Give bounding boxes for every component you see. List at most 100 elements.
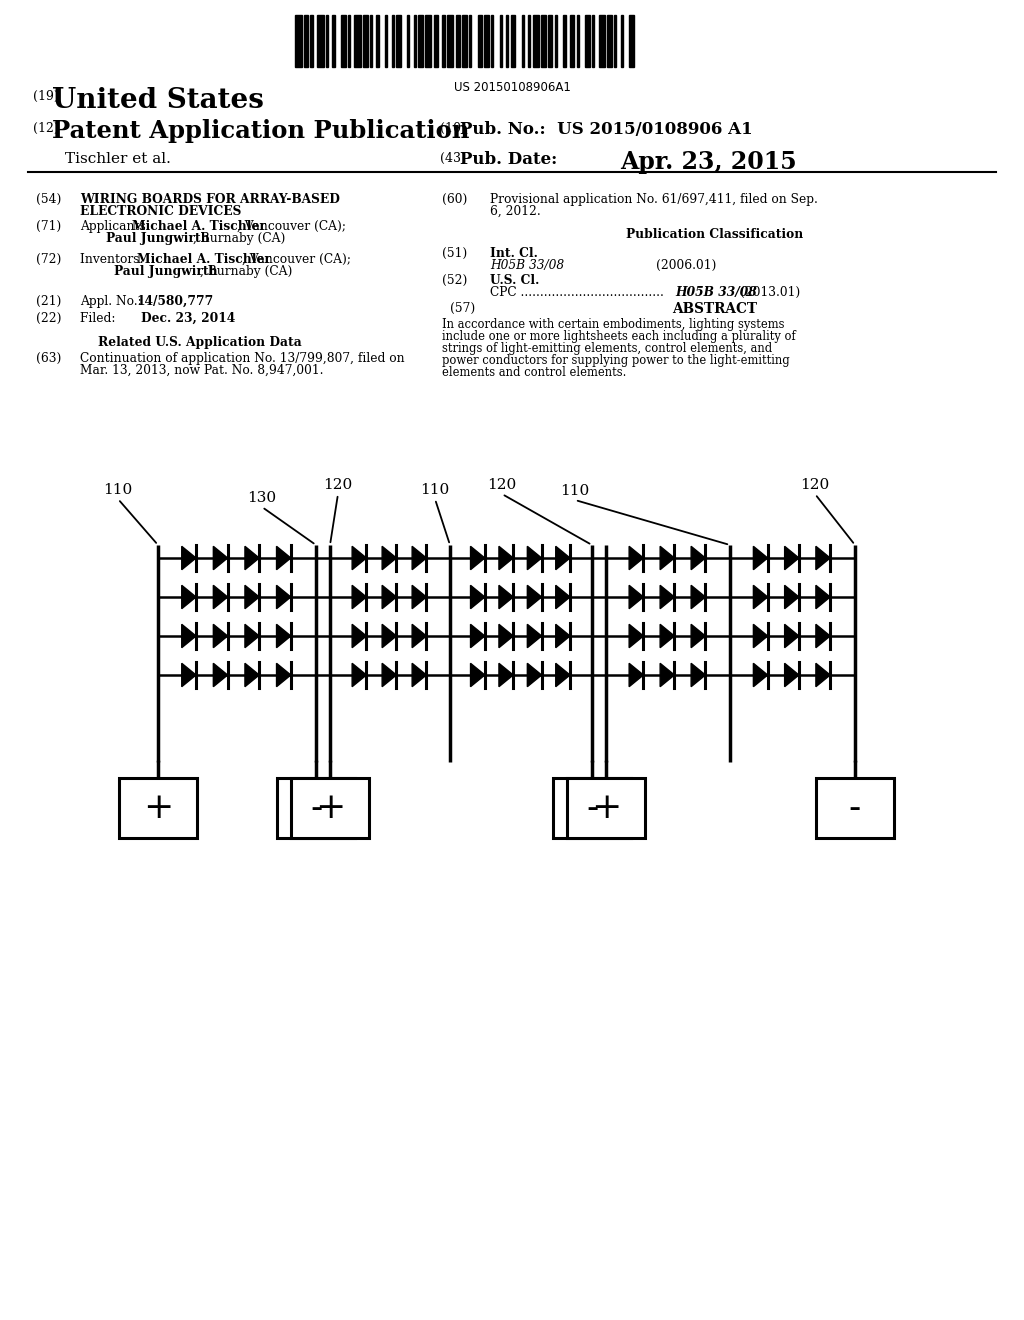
Text: H05B 33/08: H05B 33/08 [675, 286, 757, 300]
Bar [370, 15, 372, 67]
Bar [354, 15, 361, 67]
Text: (10): (10) [440, 121, 466, 135]
Polygon shape [499, 663, 513, 686]
Polygon shape [276, 546, 291, 570]
Polygon shape [382, 546, 396, 570]
Bar [567, 777, 645, 838]
Polygon shape [527, 585, 542, 609]
Bar [621, 15, 623, 67]
Polygon shape [816, 624, 830, 648]
Text: 110: 110 [560, 484, 590, 498]
Text: (52): (52) [442, 275, 467, 286]
Polygon shape [471, 585, 484, 609]
Text: 110: 110 [421, 483, 450, 498]
Polygon shape [499, 585, 513, 609]
Bar [377, 15, 379, 67]
Text: Tischler et al.: Tischler et al. [65, 152, 171, 166]
Polygon shape [660, 546, 675, 570]
Polygon shape [556, 624, 570, 648]
Bar [563, 15, 565, 67]
Text: Int. Cl.: Int. Cl. [490, 247, 538, 260]
Text: (51): (51) [442, 247, 467, 260]
Polygon shape [754, 663, 768, 686]
Bar [295, 15, 302, 67]
Text: elements and control elements.: elements and control elements. [442, 366, 627, 379]
Polygon shape [691, 624, 706, 648]
Bar [433, 15, 438, 67]
Polygon shape [245, 546, 259, 570]
Text: (57): (57) [450, 302, 475, 315]
Text: +: + [142, 791, 173, 825]
Bar [317, 15, 324, 67]
Bar [548, 15, 552, 67]
Bar [408, 15, 410, 67]
Bar [555, 15, 557, 67]
Text: In accordance with certain embodiments, lighting systems: In accordance with certain embodiments, … [442, 318, 784, 331]
Polygon shape [245, 624, 259, 648]
Text: 6, 2012.: 6, 2012. [490, 205, 541, 218]
Polygon shape [629, 585, 643, 609]
Bar [442, 15, 444, 67]
Text: Related U.S. Application Data: Related U.S. Application Data [98, 337, 302, 348]
Text: Publication Classification: Publication Classification [627, 228, 804, 242]
Text: -: - [586, 791, 598, 825]
Polygon shape [213, 663, 227, 686]
Bar [477, 15, 482, 67]
Text: Appl. No.:: Appl. No.: [80, 294, 145, 308]
Polygon shape [527, 624, 542, 648]
Polygon shape [382, 663, 396, 686]
Text: US 20150108906A1: US 20150108906A1 [454, 81, 570, 94]
Text: (60): (60) [442, 193, 467, 206]
Text: Continuation of application No. 13/799,807, filed on: Continuation of application No. 13/799,8… [80, 352, 404, 366]
Text: United States: United States [52, 87, 264, 114]
Bar [490, 15, 493, 67]
Polygon shape [276, 663, 291, 686]
Text: , Vancouver (CA);: , Vancouver (CA); [242, 253, 351, 267]
Text: H05B 33/08: H05B 33/08 [490, 259, 564, 272]
Polygon shape [471, 624, 484, 648]
Bar [528, 15, 530, 67]
Text: WIRING BOARDS FOR ARRAY-BASED: WIRING BOARDS FOR ARRAY-BASED [80, 193, 340, 206]
Polygon shape [352, 624, 367, 648]
Text: (71): (71) [36, 220, 61, 234]
Polygon shape [660, 585, 675, 609]
Bar [511, 15, 515, 67]
Polygon shape [181, 663, 196, 686]
Polygon shape [412, 585, 426, 609]
Polygon shape [181, 546, 196, 570]
Bar [469, 15, 471, 67]
Bar [506, 15, 508, 67]
Text: Patent Application Publication: Patent Application Publication [52, 119, 469, 143]
Bar [542, 15, 546, 67]
Polygon shape [691, 663, 706, 686]
Text: , Burnaby (CA): , Burnaby (CA) [193, 232, 286, 246]
Polygon shape [382, 585, 396, 609]
Polygon shape [213, 585, 227, 609]
Polygon shape [352, 585, 367, 609]
Bar [586, 15, 590, 67]
Polygon shape [276, 585, 291, 609]
Text: , Vancouver (CA);: , Vancouver (CA); [237, 220, 346, 234]
Polygon shape [816, 546, 830, 570]
Polygon shape [527, 546, 542, 570]
Polygon shape [181, 585, 196, 609]
Polygon shape [412, 546, 426, 570]
Bar [484, 15, 488, 67]
Bar [278, 777, 355, 838]
Text: (2006.01): (2006.01) [656, 259, 717, 272]
Polygon shape [382, 624, 396, 648]
Bar [816, 777, 894, 838]
Text: Applicants:: Applicants: [80, 220, 150, 234]
Text: 120: 120 [801, 478, 829, 492]
Polygon shape [556, 663, 570, 686]
Text: (72): (72) [36, 253, 61, 267]
Text: -: - [310, 791, 323, 825]
Polygon shape [213, 546, 227, 570]
Text: +: + [591, 791, 622, 825]
Polygon shape [660, 624, 675, 648]
Bar [385, 15, 387, 67]
Text: CPC .....................................: CPC ....................................… [490, 286, 664, 300]
Polygon shape [816, 663, 830, 686]
Bar [414, 15, 416, 67]
Text: , Burnaby (CA): , Burnaby (CA) [200, 265, 293, 279]
